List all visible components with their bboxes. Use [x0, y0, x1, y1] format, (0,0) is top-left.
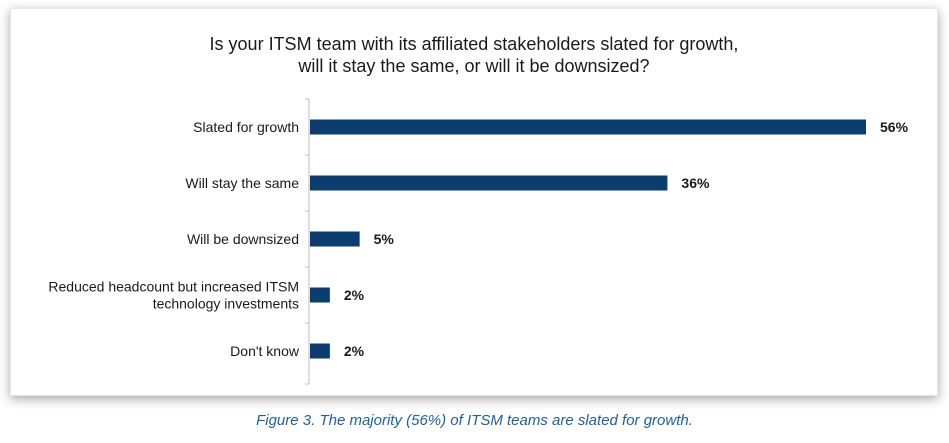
- category-label: Will be downsized: [187, 231, 299, 247]
- bar: [310, 287, 330, 303]
- chart-card: Is your ITSM team with its affiliated st…: [10, 8, 938, 396]
- category-label: Don't know: [230, 343, 300, 359]
- bar-chart: Slated for growth 56% Will stay the same 36…: [48, 98, 909, 385]
- category-label: Slated for growth: [193, 119, 299, 135]
- category-label: Will stay the same: [185, 175, 299, 191]
- bar: [310, 343, 330, 359]
- chart-title-line-2: will it stay the same, or will it be dow…: [298, 56, 650, 76]
- value-label: 2%: [344, 343, 365, 359]
- category-label: technology investments: [153, 296, 299, 312]
- chart-title: Is your ITSM team with its affiliated st…: [11, 33, 937, 77]
- value-label: 5%: [374, 231, 395, 247]
- bar: [310, 119, 866, 135]
- figure-caption: Figure 3. The majority (56%) of ITSM tea…: [256, 412, 693, 429]
- value-label: 2%: [344, 287, 365, 303]
- value-label: 36%: [681, 175, 710, 191]
- category-label: Reduced headcount but increased ITSM: [48, 279, 299, 295]
- bar: [310, 231, 360, 247]
- bar: [310, 175, 668, 191]
- value-label: 56%: [880, 119, 909, 135]
- chart-title-line-1: Is your ITSM team with its affiliated st…: [209, 34, 739, 54]
